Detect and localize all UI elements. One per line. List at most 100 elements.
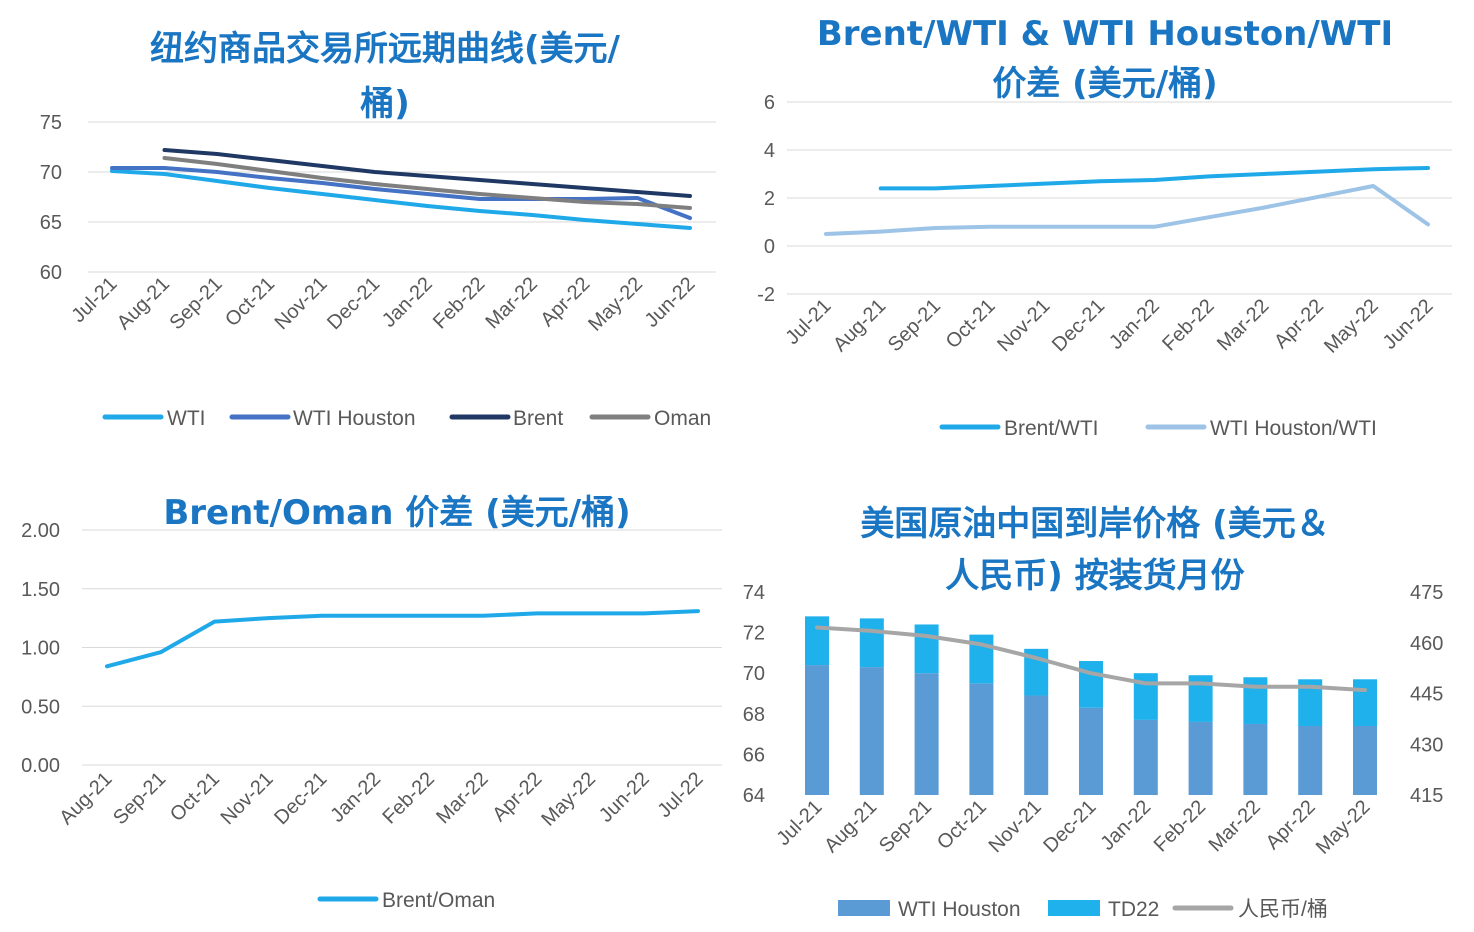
x-tick-label: Jun-22 xyxy=(595,768,654,827)
bar-wti-houston xyxy=(1298,725,1323,795)
y-tick-label: 60 xyxy=(40,262,62,284)
x-tick-label: May-22 xyxy=(584,273,647,336)
legend-label-brent-oman: Brent/Oman xyxy=(382,889,495,912)
y-tick-label: 74 xyxy=(743,582,765,604)
legend-label-wti-houston: WTI Houston xyxy=(293,407,416,430)
series-line-brent-wti xyxy=(878,166,1430,191)
legend-swatch-wti-houston xyxy=(838,900,890,916)
y-tick-label: 6 xyxy=(764,92,775,114)
y2-tick-label: 430 xyxy=(1410,734,1443,756)
bar-wti-houston xyxy=(1133,719,1158,795)
y-tick-label: 4 xyxy=(764,140,775,162)
x-tick-label: May-22 xyxy=(537,768,600,831)
y-tick-label: 2 xyxy=(764,188,775,210)
x-tick-label: Apr-22 xyxy=(1270,295,1328,353)
y-tick-label: 68 xyxy=(743,704,765,726)
y-tick-label: 66 xyxy=(743,744,765,766)
series-line-series xyxy=(815,625,1367,693)
x-tick-label: Dec-21 xyxy=(323,273,384,334)
series-line-wti xyxy=(110,169,692,230)
x-tick-label: Aug-21 xyxy=(113,273,174,334)
legend-label-wti-houston-wti: WTI Houston/WTI xyxy=(1210,417,1377,440)
bar-wti-houston xyxy=(1188,721,1213,795)
x-tick-label: Apr-22 xyxy=(488,768,546,826)
y2-tick-label: 460 xyxy=(1410,633,1443,655)
bar-wti-houston xyxy=(1079,707,1103,795)
y-tick-label: 75 xyxy=(40,112,62,134)
bar-td22 xyxy=(914,624,939,674)
chart-title-line-1: 纽约商品交易所远期曲线(美元/ xyxy=(150,29,621,69)
y-tick-label: 0.50 xyxy=(21,696,60,718)
brent-oman-spread-chart: Brent/Oman 价差 (美元/桶) 2.00 1.50 1.00 0.50 0.00… xyxy=(21,493,722,912)
bar-wti-houston xyxy=(1353,725,1377,795)
x-tick-label: Jun-22 xyxy=(1379,295,1438,354)
series-line-brent xyxy=(162,148,692,198)
x-tick-label: Jan-22 xyxy=(1105,295,1164,354)
china-cif-price-chart: 美国原油中国到岸价格 (美元＆ 人民币) 按装货月份 74 72 70 68 66 64 475… xyxy=(743,504,1444,921)
legend-label-td22: TD22 xyxy=(1108,898,1159,921)
y-tick-label: -2 xyxy=(757,284,775,306)
x-tick-label: Jul-22 xyxy=(653,768,707,822)
y-tick-label: 72 xyxy=(743,623,765,645)
x-tick-label: Aug-21 xyxy=(55,768,116,829)
bar-td22 xyxy=(1353,679,1377,726)
y-tick-label: 70 xyxy=(40,162,62,184)
x-tick-label: Aug-21 xyxy=(829,295,890,356)
x-tick-label: Sep-21 xyxy=(165,273,226,334)
legend-label-brent: Brent xyxy=(513,407,563,430)
x-tick-label: May-22 xyxy=(1320,295,1383,358)
x-tick-label: Mar-22 xyxy=(1205,796,1265,856)
x-tick-label: Nov-21 xyxy=(993,295,1054,356)
x-tick-label: Dec-21 xyxy=(270,768,331,829)
x-tick-label: Mar-22 xyxy=(1213,295,1273,355)
legend-label-wti-houston: WTI Houston xyxy=(898,898,1021,921)
legend-label-series: 人民币/桶 xyxy=(1238,898,1328,921)
x-tick-label: Oct-21 xyxy=(221,273,279,331)
chart-title-line-1: Brent/WTI & WTI Houston/WTI xyxy=(817,14,1393,54)
x-tick-label: Oct-21 xyxy=(933,796,991,854)
bar-td22 xyxy=(805,616,829,666)
x-tick-label: Mar-22 xyxy=(482,273,542,333)
legend-label-oman: Oman xyxy=(654,407,711,430)
y-tick-label: 1.50 xyxy=(21,579,60,601)
x-tick-label: Nov-21 xyxy=(271,273,332,334)
brent-wti-spread-chart: Brent/WTI & WTI Houston/WTI 价差 (美元/桶) 6 4 2 0… xyxy=(757,14,1452,440)
y2-tick-label: 415 xyxy=(1410,785,1443,807)
x-tick-label: Jan-22 xyxy=(1097,796,1156,855)
bar-td22 xyxy=(1079,661,1103,708)
bar-wti-houston xyxy=(859,667,884,795)
x-tick-label: Mar-22 xyxy=(432,768,492,828)
bar-wti-houston xyxy=(914,673,939,795)
y-tick-label: 2.00 xyxy=(21,520,60,542)
bar-td22 xyxy=(859,618,884,668)
x-tick-label: Oct-21 xyxy=(942,295,1000,353)
y2-tick-label: 445 xyxy=(1410,684,1443,706)
y-tick-label: 70 xyxy=(743,663,765,685)
x-tick-label: Jan-22 xyxy=(326,768,385,827)
x-tick-label: Sep-21 xyxy=(884,295,945,356)
series-line-brent-oman xyxy=(105,609,700,669)
y-tick-label: 0 xyxy=(764,236,775,258)
y-tick-label: 1.00 xyxy=(21,638,60,660)
bar-wti-houston xyxy=(969,683,994,795)
bar-wti-houston xyxy=(1024,695,1049,795)
x-tick-label: Sep-21 xyxy=(875,796,936,857)
y2-tick-label: 475 xyxy=(1410,582,1443,604)
x-tick-label: Jul-21 xyxy=(781,295,835,349)
x-tick-label: Feb-22 xyxy=(429,273,489,333)
legend-label-brent-wti: Brent/WTI xyxy=(1004,417,1099,440)
y-tick-label: 64 xyxy=(743,785,765,807)
series-line-wti-houston-wti xyxy=(824,184,1430,236)
x-tick-label: Oct-21 xyxy=(166,768,224,826)
x-tick-label: Feb-22 xyxy=(1158,295,1218,355)
chart-title-line-1: 美国原油中国到岸价格 (美元＆ xyxy=(860,504,1329,544)
bar-wti-houston xyxy=(805,665,829,795)
x-tick-label: May-22 xyxy=(1312,796,1375,859)
x-tick-label: Jan-22 xyxy=(378,273,437,332)
x-tick-label: Sep-21 xyxy=(109,768,170,829)
y-tick-label: 0.00 xyxy=(21,755,60,777)
x-tick-label: Aug-21 xyxy=(820,796,881,857)
x-tick-label: Feb-22 xyxy=(379,768,439,828)
